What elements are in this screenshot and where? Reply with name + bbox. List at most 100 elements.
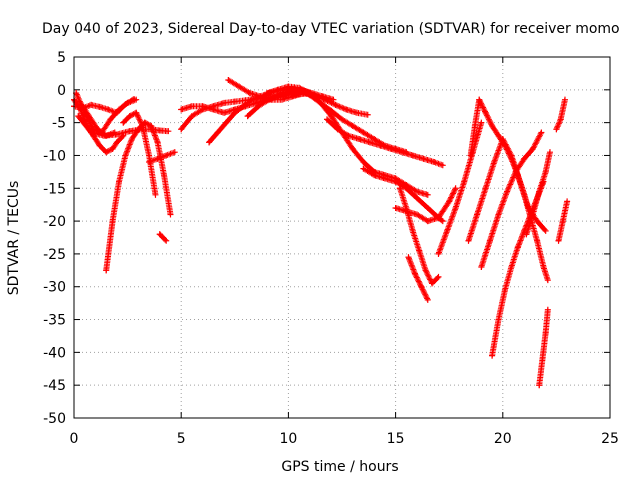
data-point (161, 172, 168, 179)
data-point (371, 172, 378, 179)
data-point (360, 165, 367, 172)
y-tick-label: 5 (57, 50, 66, 66)
data-point (542, 227, 549, 234)
data-point (536, 382, 543, 389)
data-point (536, 188, 543, 195)
data-point (339, 116, 345, 123)
series-arc-g (120, 109, 159, 198)
series-arc-ad (555, 198, 571, 244)
data-point (188, 103, 195, 110)
data-point (88, 101, 95, 108)
data-series (71, 76, 571, 389)
x-axis-label: GPS time / hours (281, 459, 398, 475)
data-point (542, 168, 549, 175)
y-axis-label: SDTVAR / TECUs (6, 181, 22, 296)
data-point (171, 149, 178, 156)
data-point (94, 126, 101, 133)
data-point (109, 145, 116, 152)
y-tick-label: -25 (43, 247, 66, 263)
data-point (564, 198, 571, 205)
data-point (553, 126, 560, 133)
data-point (77, 99, 84, 106)
data-point (349, 145, 356, 152)
data-point (296, 86, 303, 93)
data-point (424, 218, 431, 225)
data-point (414, 211, 421, 218)
data-point (467, 152, 474, 159)
data-point (465, 237, 472, 244)
x-tick-label: 15 (387, 431, 405, 447)
data-point (474, 211, 481, 218)
data-point (444, 227, 451, 234)
data-point (113, 139, 120, 146)
data-point (154, 139, 161, 146)
data-point (501, 287, 508, 294)
data-point (257, 93, 264, 100)
data-point (154, 155, 161, 162)
data-point (109, 218, 116, 225)
data-point (360, 129, 367, 136)
data-point (88, 129, 95, 136)
data-point (539, 355, 546, 362)
data-point (414, 195, 421, 202)
data-point (478, 264, 485, 271)
series-arc-q (323, 116, 446, 169)
data-point (266, 96, 273, 103)
data-point (561, 96, 568, 103)
data-point (452, 204, 459, 211)
data-point (403, 185, 410, 192)
data-point (105, 106, 112, 113)
data-point (156, 127, 163, 134)
data-point (377, 142, 384, 149)
data-point (439, 218, 446, 225)
data-point (263, 90, 270, 97)
data-point (555, 237, 562, 244)
data-point (514, 244, 521, 251)
data-point (461, 178, 468, 185)
data-point (495, 211, 502, 218)
data-point (504, 188, 511, 195)
series-arc-aa (523, 149, 553, 238)
series-arc-u (405, 254, 431, 303)
data-point (392, 178, 399, 185)
data-point (439, 162, 446, 169)
x-tick-label: 10 (279, 431, 297, 447)
data-point (188, 113, 195, 120)
y-tick-label: -45 (43, 378, 66, 394)
data-point (276, 92, 283, 99)
x-tick-label: 25 (601, 431, 619, 447)
y-tick-label: 0 (57, 83, 66, 99)
data-point (163, 237, 170, 244)
data-point (214, 129, 221, 136)
series-arc-r (360, 165, 446, 225)
data-point (486, 237, 493, 244)
y-tick-label: -40 (43, 345, 66, 361)
data-point (478, 119, 485, 126)
data-point (499, 136, 506, 143)
data-point (101, 132, 108, 139)
data-point (244, 113, 251, 120)
data-point (146, 159, 153, 166)
data-point (538, 129, 545, 136)
data-point (381, 175, 388, 182)
data-point (446, 198, 453, 205)
data-point (435, 250, 442, 257)
data-point (206, 139, 213, 146)
y-tick-label: -20 (43, 214, 66, 230)
data-point (559, 218, 566, 225)
series-arc-ab (536, 306, 551, 389)
data-point (96, 142, 103, 149)
data-point (435, 273, 442, 280)
data-point (139, 122, 146, 129)
data-point (285, 83, 292, 90)
data-point (435, 214, 442, 221)
data-point (489, 122, 496, 129)
data-point (482, 109, 489, 116)
plot-border (73, 56, 611, 419)
data-point (167, 211, 174, 218)
data-point (221, 99, 228, 106)
data-point (165, 128, 172, 135)
data-point (388, 145, 395, 152)
data-point (236, 83, 243, 90)
